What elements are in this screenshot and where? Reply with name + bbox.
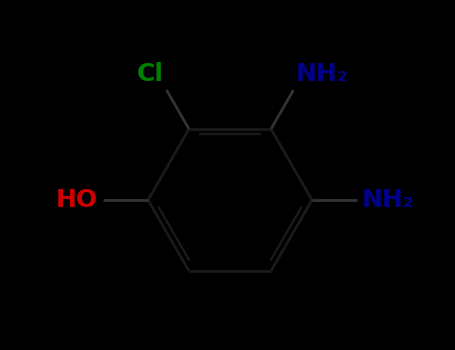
Text: NH₂: NH₂ (296, 62, 349, 86)
Text: Cl: Cl (137, 62, 164, 86)
Text: NH₂: NH₂ (362, 188, 415, 212)
Text: HO: HO (56, 188, 98, 212)
